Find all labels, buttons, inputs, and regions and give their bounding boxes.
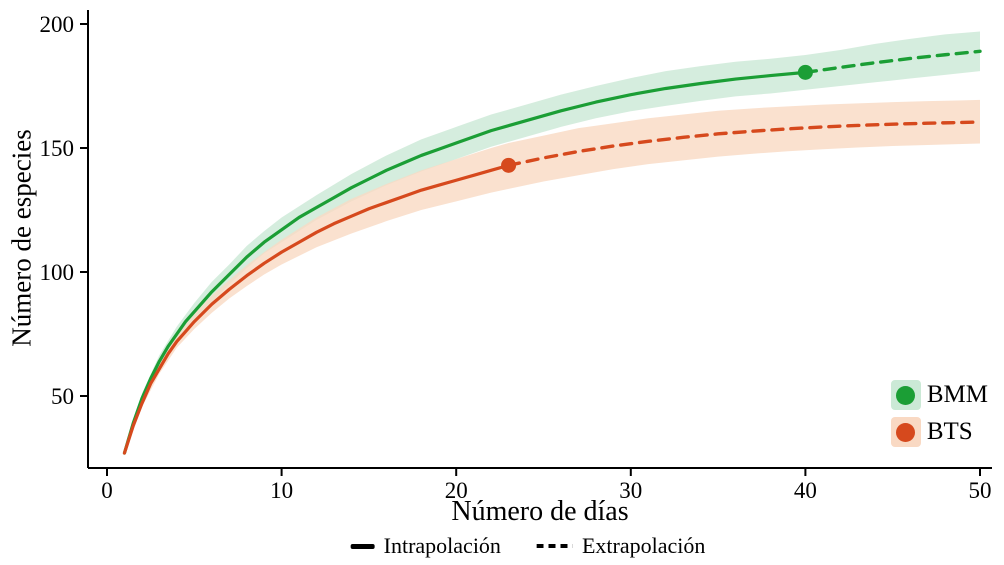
bts-point-icon: [896, 422, 916, 442]
series-legend: BMM BTS: [890, 380, 988, 447]
extrapolation-label: Extrapolación: [581, 533, 706, 558]
y-tick-label: 100: [40, 260, 75, 285]
bmm-interpolation-line: [122, 70, 807, 455]
x-tick-label: 40: [794, 478, 817, 503]
bts-extrapolation-line: [506, 120, 982, 168]
interpolation-label: Intrapolación: [383, 533, 501, 558]
bmm-observed-point: [797, 64, 813, 80]
bmm-legend-label: BMM: [926, 381, 988, 408]
y-tick-label: 200: [40, 12, 75, 37]
bts-confidence-ribbon: [124, 99, 980, 456]
solid-line-icon: [350, 543, 375, 549]
legend-entry-bmm: BMM: [890, 380, 988, 410]
bts-legend-label: BTS: [926, 418, 973, 445]
x-tick-label: 50: [969, 478, 992, 503]
bmm-confidence-ribbon: [124, 31, 980, 456]
y-tick-label: 150: [40, 136, 75, 161]
bmm-legend-key: [890, 380, 921, 410]
x-axis-title: Número de días: [451, 496, 629, 527]
linetype-legend: Intrapolación Extrapolación: [350, 533, 706, 559]
x-tick-label: 30: [619, 478, 642, 503]
bts-observed-point: [501, 157, 517, 173]
linetype-entry-extrapolation: Extrapolación: [536, 533, 706, 559]
y-axis-title: Número de especies: [6, 129, 37, 347]
bts-legend-key: [890, 417, 921, 447]
x-tick-label: 0: [101, 478, 113, 503]
y-tick-label: 50: [51, 384, 74, 409]
legend-entry-bts: BTS: [890, 417, 988, 447]
bmm-extrapolation-line: [803, 49, 982, 75]
x-tick-label: 20: [445, 478, 468, 503]
x-tick-label: 10: [270, 478, 293, 503]
bts-interpolation-line: [122, 163, 511, 455]
linetype-entry-interpolation: Intrapolación: [350, 533, 501, 559]
bmm-point-icon: [896, 385, 916, 405]
dashed-line-icon: [536, 544, 573, 548]
